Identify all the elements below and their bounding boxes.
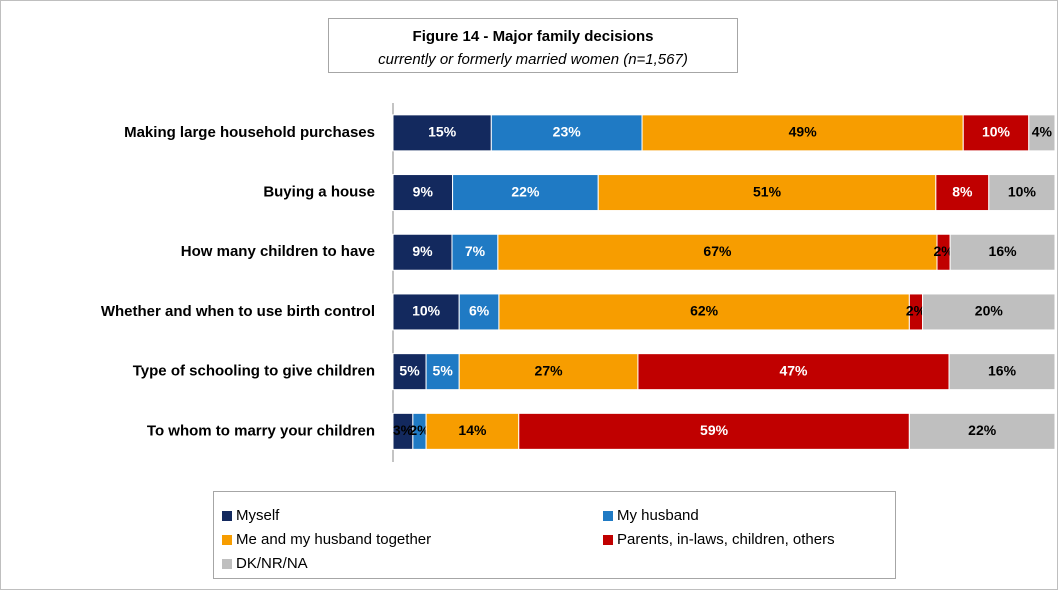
data-label: 6% [469,303,490,319]
bar-segment [392,293,460,331]
data-label: 16% [989,243,1018,259]
data-label: 9% [413,183,434,199]
data-label: 5% [433,362,454,378]
bar-segment [988,174,1056,212]
bar-segment [425,353,460,391]
legend-label: My husband [617,507,699,524]
data-label: 16% [988,362,1017,378]
y-tick-label: Type of schooling to give children [133,363,375,380]
legend-label: Myself [236,507,280,524]
legend-box [213,491,896,579]
data-label: 10% [1008,183,1037,199]
bar-segment [458,293,500,331]
y-tick-label: Whether and when to use birth control [101,303,375,320]
bar-segment [392,233,453,271]
legend-swatch [603,511,613,521]
data-label: 22% [968,422,997,438]
data-label: 10% [412,303,441,319]
legend-swatch [222,511,232,521]
bar-segment [451,233,499,271]
data-label: 2% [933,243,954,259]
data-label: 51% [753,183,782,199]
bar-segment [597,174,937,212]
data-label: 15% [428,124,457,140]
bar-segment [392,174,454,212]
bar-segment [641,114,964,152]
bar-segment [497,233,938,271]
data-label: 23% [553,124,582,140]
data-label: 9% [412,243,433,259]
legend-swatch [603,535,613,545]
legend-swatch [222,559,232,569]
bar-segment [637,353,950,391]
y-tick-label: Buying a house [263,184,375,201]
data-label: 10% [982,124,1011,140]
data-label: 20% [975,303,1004,319]
bar-segment [392,353,427,391]
data-label: 2% [906,303,927,319]
bar-segment [948,353,1056,391]
y-tick-label: Making large household purchases [124,124,375,141]
legend-swatch [222,535,232,545]
data-label: 47% [779,362,808,378]
bar-segment [908,412,1056,450]
data-label: 8% [952,183,973,199]
y-tick-label: To whom to marry your children [147,422,375,439]
data-label: 2% [409,422,430,438]
legend-label: Me and my husband together [236,531,431,548]
data-label: 62% [690,303,719,319]
data-label: 5% [399,362,420,378]
bar-segment [1028,114,1056,152]
legend-label: DK/NR/NA [236,555,308,572]
chart-title: Figure 14 - Major family decisions [413,28,654,45]
data-label: 14% [458,422,487,438]
data-label: 67% [703,243,732,259]
legend-label: Parents, in-laws, children, others [617,531,835,548]
data-label: 59% [700,422,729,438]
bar-segment [949,233,1056,271]
title-box [328,18,738,73]
y-tick-label: How many children to have [181,243,375,260]
bar-segment [452,174,599,212]
bar-segment [922,293,1056,331]
chart-subtitle: currently or formerly married women (n=1… [378,51,688,68]
data-label: 27% [535,362,564,378]
data-label: 7% [465,243,486,259]
data-label: 3% [393,422,414,438]
data-label: 49% [789,124,818,140]
data-label: 22% [511,183,540,199]
bar-segment [518,412,910,450]
bar-segment [425,412,520,450]
data-label: 4% [1032,124,1053,140]
bar-segment [498,293,910,331]
